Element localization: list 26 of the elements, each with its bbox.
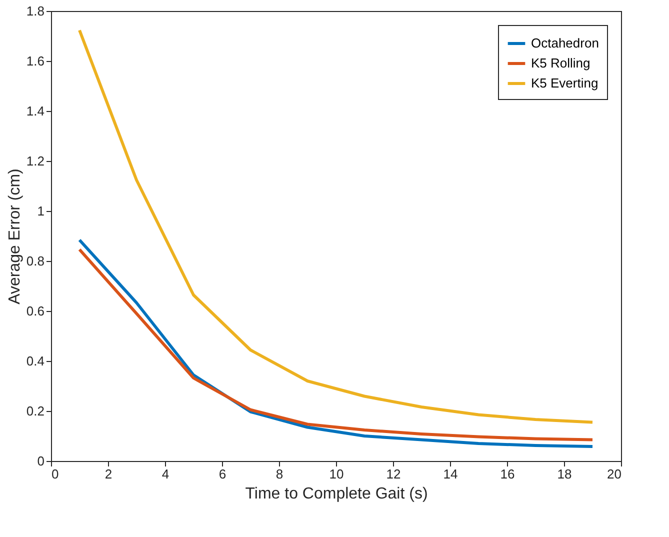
legend-label: Octahedron: [531, 36, 599, 50]
x-tick-label: 2: [104, 466, 112, 482]
legend-label: K5 Everting: [531, 76, 598, 90]
x-tick-label: 0: [52, 466, 59, 482]
y-tick-label: 1.4: [26, 104, 44, 118]
y-tick-label: 0: [37, 454, 44, 468]
x-tick-label: 12: [386, 466, 401, 482]
y-tick-label: 1.8: [26, 4, 44, 18]
y-tick-label: 1: [37, 204, 44, 218]
x-tick-label: 10: [329, 466, 344, 482]
x-tick-label: 6: [218, 466, 226, 482]
x-tick-label: 14: [443, 466, 458, 482]
x-axis-title: Time to Complete Gait (s): [245, 486, 428, 502]
y-tick-label: 0.8: [26, 254, 44, 268]
y-tick-label: 0.6: [26, 304, 44, 318]
y-axis-title: Average Error (cm): [6, 168, 24, 304]
x-tick-label: 18: [557, 466, 572, 482]
x-tick-label: 16: [500, 466, 515, 482]
legend-label: K5 Rolling: [531, 56, 590, 70]
x-tick-label: 8: [276, 466, 284, 482]
y-tick-label: 1.2: [26, 154, 44, 168]
y-tick-label: 1.6: [26, 54, 44, 68]
y-tick-label: 0.2: [26, 404, 44, 418]
y-tick-label: 0.4: [26, 354, 44, 368]
x-tick-label: 4: [162, 466, 170, 482]
x-tick-label: 20: [607, 466, 622, 482]
